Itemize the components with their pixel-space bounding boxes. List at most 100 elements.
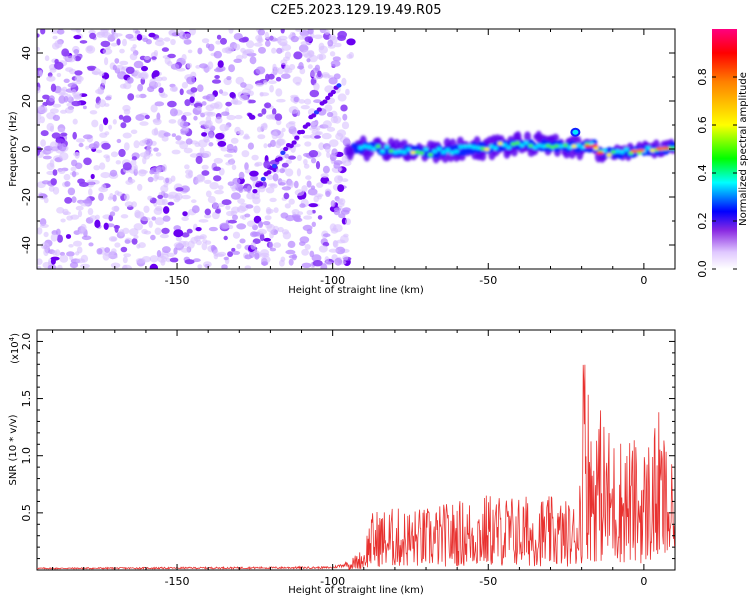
noise-blob [122,162,132,171]
spectrogram-x-tick-label: 0 [640,274,647,287]
snr-frame [36,329,676,571]
noise-blob [317,131,323,136]
noise-blob [345,88,350,96]
noise-blob [341,121,350,130]
noise-blob [294,189,305,197]
noise-blob [135,94,141,98]
noise-blob [198,219,209,223]
noise-blob [153,147,159,152]
noise-blob [138,242,146,249]
noise-blob [71,170,77,178]
noise-blob [332,56,341,62]
noise-blob [239,94,249,101]
noise-blob [276,98,286,103]
noise-blob [320,29,328,33]
noise-blob [64,107,74,114]
snr-series-line [37,364,675,570]
noise-blob [66,102,73,107]
noise-blob [332,240,339,249]
noise-blob [226,114,236,121]
noise-blob [156,166,163,170]
signal-blob-core [602,149,608,153]
snr-y-tick-label: 2.0 [20,333,33,351]
noise-blob [112,119,117,125]
noise-blob [70,29,79,32]
noise-blob [63,95,69,103]
noise-blob [119,83,127,89]
noise-blob [275,76,282,82]
noise-blob [321,132,332,140]
noise-blob [80,226,86,233]
snr-x-tick-label: -150 [165,575,190,588]
noise-blob [183,147,193,154]
noise-blob [214,189,224,195]
noise-blob [95,149,103,154]
noise-blob [244,169,251,174]
signal-blob-core [432,149,438,154]
noise-blob [173,247,178,255]
signal-blob-core [645,146,651,150]
noise-blob [109,169,118,177]
noise-blob [251,231,261,237]
noise-blob [276,138,285,147]
snr-x-tick-label: 0 [640,575,647,588]
signal-blob-core [497,141,503,146]
noise-blob [75,138,85,143]
noise-blob [91,119,99,128]
noise-blob [285,249,296,255]
noise-blob [49,108,59,114]
noise-blob [143,230,152,235]
signal-blob-core [650,148,656,153]
noise-blob [313,99,322,104]
noise-blob [156,112,161,121]
noise-blob [37,119,41,126]
spectrogram-x-tick-label: -50 [479,274,497,287]
noise-blob [264,215,272,221]
noise-blob [120,122,127,129]
noise-blob [135,257,146,264]
noise-blob [99,162,106,170]
noise-blob [235,183,244,192]
signal-blob-feature [570,127,581,137]
noise-blob [173,242,184,249]
noise-blob [266,224,276,233]
chirp-blob [336,83,342,88]
noise-blob [264,102,272,109]
noise-blob [132,44,137,49]
noise-blob [230,137,239,144]
noise-blob [326,111,334,118]
noise-blob [229,92,236,98]
noise-blob [280,59,288,65]
noise-blob [60,218,66,223]
noise-blob [194,179,200,184]
noise-blob [284,153,290,159]
noise-blob [65,234,72,239]
signal-blob-core [358,146,364,150]
noise-blob [155,152,162,157]
chirp-blob [311,113,317,118]
noise-blob [88,188,93,196]
noise-blob [170,63,180,70]
noise-blob [205,190,212,198]
noise-blob [37,33,40,38]
noise-blob [155,82,162,88]
signal-blob-outer [400,139,408,147]
noise-blob [320,263,328,269]
noise-blob [338,213,346,219]
noise-blob [264,31,270,40]
noise-blob [212,249,219,256]
noise-blob [104,57,109,66]
noise-blob [304,141,312,147]
noise-blob [272,108,277,116]
signal-blob-blue [434,151,441,159]
svg-text:(x104): (x104) [8,333,21,364]
noise-blob [71,89,77,95]
noise-blob [154,40,165,47]
noise-blob [311,254,322,262]
noise-blob [311,157,317,164]
noise-blob [330,200,336,208]
noise-blob [37,47,41,52]
noise-blob [255,83,264,87]
noise-blob [173,229,184,238]
